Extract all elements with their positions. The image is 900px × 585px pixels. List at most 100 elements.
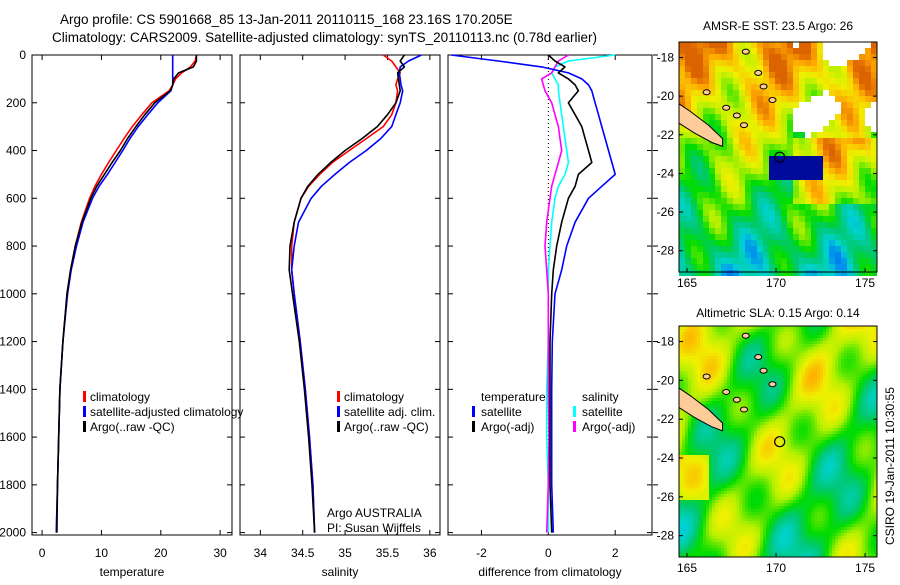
map-cell — [859, 392, 862, 395]
map-cell — [853, 264, 859, 270]
map-cell — [799, 476, 802, 479]
map-cell — [703, 401, 706, 404]
map-cell — [847, 386, 850, 389]
map-cell — [781, 455, 784, 458]
map-cell — [691, 422, 694, 425]
map-cell — [790, 332, 793, 335]
map-cell — [694, 422, 697, 425]
map-cell — [859, 344, 862, 347]
map-cell — [721, 404, 724, 407]
map-cell — [859, 455, 862, 458]
map-cell — [748, 329, 751, 332]
map-cell — [781, 198, 787, 204]
map-cell — [829, 204, 835, 210]
map-cell — [745, 344, 748, 347]
map-cell — [850, 374, 853, 377]
map-cell — [766, 446, 769, 449]
map-cell — [835, 461, 838, 464]
map-cell — [733, 222, 739, 228]
map-cell — [712, 347, 715, 350]
map-cell — [844, 389, 847, 392]
map-cell — [694, 383, 697, 386]
map-cell — [808, 410, 811, 413]
map-cell — [688, 350, 691, 353]
x-tick-label: 175 — [855, 276, 875, 290]
map-cell — [679, 96, 685, 102]
map-cell — [859, 264, 865, 270]
map-cell — [784, 458, 787, 461]
map-cell — [766, 425, 769, 428]
map-cell — [727, 467, 730, 470]
map-cell — [775, 455, 778, 458]
map-cell — [730, 419, 733, 422]
map-cell — [844, 332, 847, 335]
map-cell — [775, 404, 778, 407]
map-cell — [778, 482, 781, 485]
map-cell — [715, 90, 721, 96]
map-cell — [688, 476, 691, 479]
map-cell — [790, 419, 793, 422]
map-cell — [823, 362, 826, 365]
map-cell — [817, 452, 820, 455]
map-cell — [856, 398, 859, 401]
map-cell — [775, 407, 778, 410]
map-cell — [853, 362, 856, 365]
map-cell — [829, 168, 835, 174]
map-cell — [730, 347, 733, 350]
map-cell — [802, 341, 805, 344]
map-cell — [844, 329, 847, 332]
map-cell — [775, 60, 781, 66]
map-cell — [697, 353, 700, 356]
map-cell — [727, 258, 733, 264]
map-cell — [784, 347, 787, 350]
map-cell — [841, 371, 844, 374]
map-cell — [826, 413, 829, 416]
map-cell — [844, 461, 847, 464]
map-cell — [838, 482, 841, 485]
map-cell — [805, 353, 808, 356]
map-cell — [733, 180, 739, 186]
map-cell — [799, 335, 802, 338]
map-cell — [790, 410, 793, 413]
map-cell — [793, 389, 796, 392]
map-cell — [745, 252, 751, 258]
map-cell — [775, 186, 781, 192]
map-cell — [856, 344, 859, 347]
map-cell — [799, 452, 802, 455]
map-cell — [871, 338, 874, 341]
map-cell — [772, 401, 775, 404]
map-cell — [820, 413, 823, 416]
map-cell — [859, 467, 862, 470]
map-cell — [685, 383, 688, 386]
map-cell — [766, 380, 769, 383]
map-cell — [859, 425, 862, 428]
map-cell — [730, 404, 733, 407]
map-cell — [787, 144, 793, 150]
map-cell — [685, 60, 691, 66]
map-cell — [757, 114, 763, 120]
map-cell — [775, 410, 778, 413]
map-cell — [727, 60, 733, 66]
map-cell — [844, 362, 847, 365]
map-cell — [739, 132, 745, 138]
map-cell — [787, 356, 790, 359]
map-cell — [817, 150, 823, 156]
map-cell — [709, 485, 712, 488]
map-cell — [763, 473, 766, 476]
map-cell — [745, 371, 748, 374]
map-cell — [823, 458, 826, 461]
map-cell — [709, 389, 712, 392]
map-cell — [703, 440, 706, 443]
map-cell — [826, 338, 829, 341]
map-cell — [736, 470, 739, 473]
map-cell — [736, 410, 739, 413]
map-cell — [775, 401, 778, 404]
map-cell — [730, 335, 733, 338]
map-cell — [766, 470, 769, 473]
map-cell — [817, 482, 820, 485]
map-cell — [691, 344, 694, 347]
map-cell — [787, 410, 790, 413]
map-cell — [769, 470, 772, 473]
map-cell — [868, 413, 871, 416]
map-cell — [781, 362, 784, 365]
